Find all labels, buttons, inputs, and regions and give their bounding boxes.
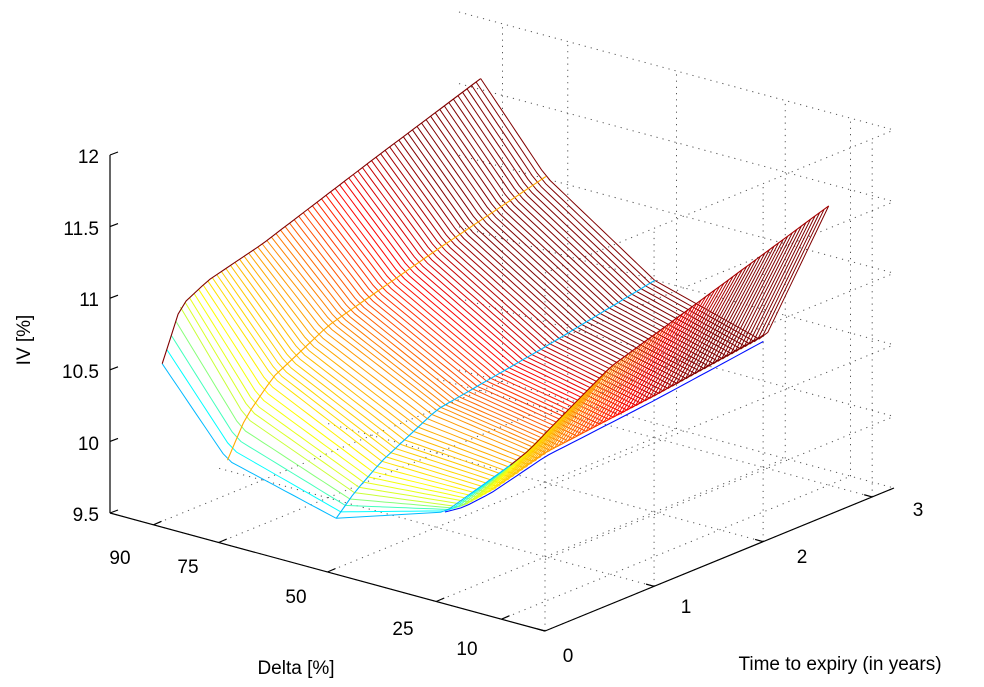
z-tick-label: 9.5 bbox=[73, 505, 99, 526]
z-tick-mark bbox=[109, 294, 119, 299]
grid-line bbox=[218, 467, 655, 587]
x-tick-mark bbox=[327, 567, 336, 573]
z-tick-mark bbox=[109, 509, 119, 514]
grid-line bbox=[458, 226, 895, 346]
grid-line bbox=[501, 475, 851, 620]
x-tick-mark bbox=[501, 615, 510, 620]
x-tick-label: 50 bbox=[285, 587, 306, 608]
mesh-line bbox=[170, 335, 520, 511]
surface-mesh bbox=[161, 78, 830, 519]
grid-line bbox=[153, 381, 503, 526]
z-tick-label: 11.5 bbox=[63, 219, 99, 240]
mesh-line bbox=[161, 78, 482, 364]
x-tick-mark bbox=[218, 538, 227, 544]
grid-line bbox=[544, 201, 895, 346]
grid-line bbox=[544, 272, 895, 417]
mesh-line bbox=[198, 289, 547, 498]
axes bbox=[109, 151, 895, 632]
x-tick-label: 90 bbox=[109, 548, 130, 569]
y-tick-label: 2 bbox=[797, 547, 808, 568]
mesh-line bbox=[243, 255, 593, 468]
grid-line bbox=[544, 415, 895, 560]
grid-line bbox=[544, 129, 895, 274]
grid-line bbox=[458, 297, 895, 417]
z-tick-label: 11 bbox=[79, 290, 99, 311]
grid-line bbox=[458, 11, 895, 131]
y-tick-mark bbox=[754, 538, 764, 543]
y-tick-mark bbox=[864, 494, 873, 498]
mesh-line bbox=[398, 139, 748, 385]
grid-line bbox=[437, 378, 873, 498]
z-tick-label: 10.5 bbox=[62, 362, 99, 383]
x-tick-label: 75 bbox=[177, 557, 198, 578]
mesh-line bbox=[179, 306, 529, 508]
mesh-line bbox=[335, 279, 655, 519]
grid-line bbox=[327, 428, 677, 573]
y-axis-label: Time to expiry (in years) bbox=[738, 654, 941, 675]
z-axis-tick-labels: 9.5 10 10.5 11 11.5 12 bbox=[62, 147, 99, 526]
grid-line bbox=[218, 399, 568, 543]
y-tick-label: 1 bbox=[681, 597, 692, 618]
mesh-line bbox=[402, 136, 752, 382]
x-axis-tick-labels: 90 75 50 25 10 bbox=[109, 548, 477, 660]
y-axis-line bbox=[544, 487, 895, 632]
x-tick-label: 25 bbox=[392, 619, 413, 640]
y-tick-mark bbox=[645, 583, 655, 587]
grid-line bbox=[436, 458, 786, 602]
y-axis-tick-labels: 0 1 2 3 bbox=[563, 500, 924, 667]
mesh-line bbox=[444, 340, 764, 513]
mesh-line bbox=[216, 274, 566, 487]
z-tick-mark bbox=[109, 151, 119, 156]
z-tick-label: 10 bbox=[78, 434, 99, 455]
mesh-line bbox=[261, 243, 611, 456]
z-tick-mark bbox=[109, 437, 119, 442]
mesh-line bbox=[509, 205, 830, 466]
x-tick-mark bbox=[153, 520, 162, 526]
z-tick-mark bbox=[109, 366, 119, 371]
grid-line bbox=[544, 344, 895, 489]
x-tick-label: 10 bbox=[456, 639, 477, 660]
grid-line bbox=[458, 83, 895, 203]
y-tick-label: 0 bbox=[563, 646, 574, 667]
grid-line bbox=[458, 369, 895, 489]
mesh-line bbox=[389, 146, 739, 389]
mesh-line bbox=[226, 176, 547, 461]
z-tick-label: 12 bbox=[78, 147, 99, 168]
z-axis-label: IV [%] bbox=[14, 315, 35, 366]
y-tick-label: 3 bbox=[913, 500, 924, 521]
y-tick-mark bbox=[536, 628, 546, 632]
z-tick-mark bbox=[109, 223, 119, 228]
x-tick-mark bbox=[436, 597, 445, 603]
mesh-line bbox=[189, 297, 538, 503]
x-axis-label: Delta [%] bbox=[257, 658, 334, 679]
